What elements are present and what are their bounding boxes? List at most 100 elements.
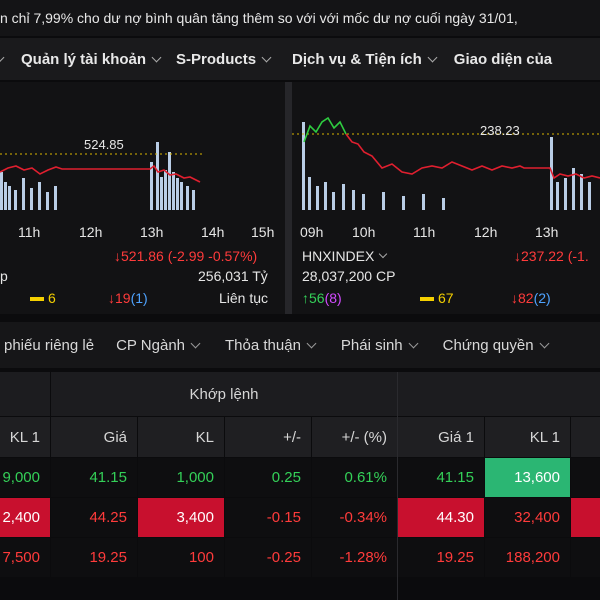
table-cell-volume[interactable]: 100 xyxy=(138,538,224,577)
volume-bar xyxy=(442,198,445,210)
nav-s-products[interactable]: S-Products xyxy=(176,51,272,68)
news-ticker[interactable]: n chỉ 7,99% cho dư nợ bình quân tăng thê… xyxy=(0,0,600,36)
table-cell-bid-vol1[interactable]: 7,500 xyxy=(0,538,50,577)
tab-derivatives[interactable]: Phái sinh xyxy=(341,337,419,354)
col-header-change-pct[interactable]: +/- (%) xyxy=(312,417,397,457)
table-cell-ask-vol1[interactable]: 13,600 xyxy=(485,458,570,497)
volume-bar xyxy=(362,194,365,210)
table-cell-change[interactable]: -0.25 xyxy=(225,538,311,577)
floor-count: (1) xyxy=(130,290,148,306)
hnxindex-panel[interactable]: 238.23 09h 10h 11h 12h 13h HNXINDEX ↓237… xyxy=(292,82,600,314)
col-header-ask-vol1[interactable]: KL 1 xyxy=(485,417,570,457)
volume-traded: 28,037,200 CP xyxy=(302,268,396,284)
nav-services-utilities[interactable]: Dịch vụ & Tiện ích xyxy=(292,51,438,68)
volume-bar xyxy=(564,178,567,210)
table-cell-bid-vol1[interactable]: 2,400 xyxy=(0,498,50,537)
table-cell-change[interactable]: -0.15 xyxy=(225,498,311,537)
index-value: ↓521.86 (-2.99 -0.57%) xyxy=(114,248,258,264)
volume-bar xyxy=(192,190,195,210)
top-nav: Quản lý tài khoản S-Products Dịch vụ & T… xyxy=(0,38,600,80)
volume-bar xyxy=(572,168,575,210)
nav-account-management[interactable]: Quản lý tài khoản xyxy=(21,51,162,68)
unchanged-count: 67 xyxy=(420,290,454,306)
chevron-down-icon xyxy=(379,249,388,259)
col-header-price[interactable]: Giá xyxy=(51,417,137,457)
time-label: 12h xyxy=(79,224,103,240)
price-line xyxy=(0,164,201,183)
table-cell-change-pct[interactable]: -1.28% xyxy=(312,538,397,577)
volume-bar xyxy=(38,182,41,210)
col-header-more xyxy=(571,417,600,457)
col-header-ask-price1[interactable]: Giá 1 xyxy=(398,417,484,457)
chevron-down-icon[interactable] xyxy=(0,52,5,62)
table-cell-bid-vol1[interactable]: 9,000 xyxy=(0,458,50,497)
chevron-down-icon xyxy=(427,52,438,62)
stub-label: p xyxy=(0,268,8,284)
vnindex-panel[interactable]: 524.85 11h 12h 13h 14h 15h ↓521.86 (-2.9… xyxy=(0,82,285,314)
volume-bar xyxy=(46,192,49,210)
volume-bar xyxy=(302,122,305,210)
col-header-change[interactable]: +/- xyxy=(225,417,311,457)
volume-bar xyxy=(324,182,327,210)
table-cell-ask-price1[interactable]: 44.30 xyxy=(398,498,484,537)
decliners-count: ↓19(1) xyxy=(108,290,148,306)
tab-sector-stocks[interactable]: CP Ngành xyxy=(116,337,201,354)
table-cell-change-pct[interactable]: -0.34% xyxy=(312,498,397,537)
decliners-count: ↓82(2) xyxy=(511,290,551,306)
volume-bar xyxy=(4,182,7,210)
panel-divider xyxy=(285,82,292,314)
table-cell-volume[interactable]: 3,400 xyxy=(138,498,224,537)
vnindex-intraday-chart xyxy=(0,142,205,210)
table-cell-more xyxy=(571,458,600,497)
table-cell-volume[interactable]: 1,000 xyxy=(138,458,224,497)
table-cell-ask-price1[interactable]: 41.15 xyxy=(398,458,484,497)
time-label: 10h xyxy=(352,224,376,240)
tab-private-stocks[interactable]: phiếu riêng lẻ xyxy=(4,336,95,354)
col-header-volume[interactable]: KL xyxy=(138,417,224,457)
chevron-down-icon xyxy=(539,338,550,348)
tab-negotiated[interactable]: Thỏa thuận xyxy=(225,337,317,354)
chevron-down-icon xyxy=(261,52,272,62)
volume-bar xyxy=(352,190,355,210)
chevron-down-icon xyxy=(190,338,201,348)
index-value: ↓237.22 (-1. xyxy=(514,248,589,264)
chevron-down-icon xyxy=(306,338,317,348)
volume-bar xyxy=(0,172,3,210)
volume-bar xyxy=(382,192,385,210)
price-board-table: Khớp lệnh KL 1 Giá KL +/- +/- (%) Giá 1 … xyxy=(0,372,600,600)
time-label: 12h xyxy=(474,224,498,240)
time-label: 09h xyxy=(300,224,324,240)
chevron-down-icon xyxy=(151,52,162,62)
group-header-matched: Khớp lệnh xyxy=(51,372,397,416)
table-cell-change-pct[interactable]: 0.61% xyxy=(312,458,397,497)
volume-bar xyxy=(422,194,425,210)
volume-bar xyxy=(14,190,17,210)
table-cell-ask-vol1[interactable]: 32,400 xyxy=(485,498,570,537)
volume-bar xyxy=(316,186,319,210)
volume-bar xyxy=(342,184,345,210)
col-header-bid-vol1[interactable]: KL 1 xyxy=(0,417,50,457)
volume-bar xyxy=(150,162,153,210)
table-cell-more xyxy=(571,498,600,537)
unchanged-count: 6 xyxy=(30,290,56,306)
peak-label: 238.23 xyxy=(480,123,520,138)
table-cell-price[interactable]: 44.25 xyxy=(51,498,137,537)
volume-bar xyxy=(186,186,189,210)
table-cell-change[interactable]: 0.25 xyxy=(225,458,311,497)
time-label: 13h xyxy=(140,224,164,240)
nav-interface[interactable]: Giao diện của xyxy=(453,50,553,68)
session-status: Liên tục xyxy=(219,290,269,306)
volume-bar xyxy=(580,174,583,210)
time-label: 14h xyxy=(201,224,225,240)
unchanged-icon xyxy=(30,297,44,302)
volume-bar xyxy=(402,196,405,210)
peak-label: 524.85 xyxy=(84,137,124,152)
table-cell-ask-vol1[interactable]: 188,200 xyxy=(485,538,570,577)
table-cell-price[interactable]: 41.15 xyxy=(51,458,137,497)
volume-bar xyxy=(22,178,25,210)
volume-bar xyxy=(332,192,335,210)
table-cell-ask-price1[interactable]: 19.25 xyxy=(398,538,484,577)
tab-warrants[interactable]: Chứng quyền xyxy=(443,337,550,354)
index-selector[interactable]: HNXINDEX xyxy=(302,248,388,264)
table-cell-price[interactable]: 19.25 xyxy=(51,538,137,577)
